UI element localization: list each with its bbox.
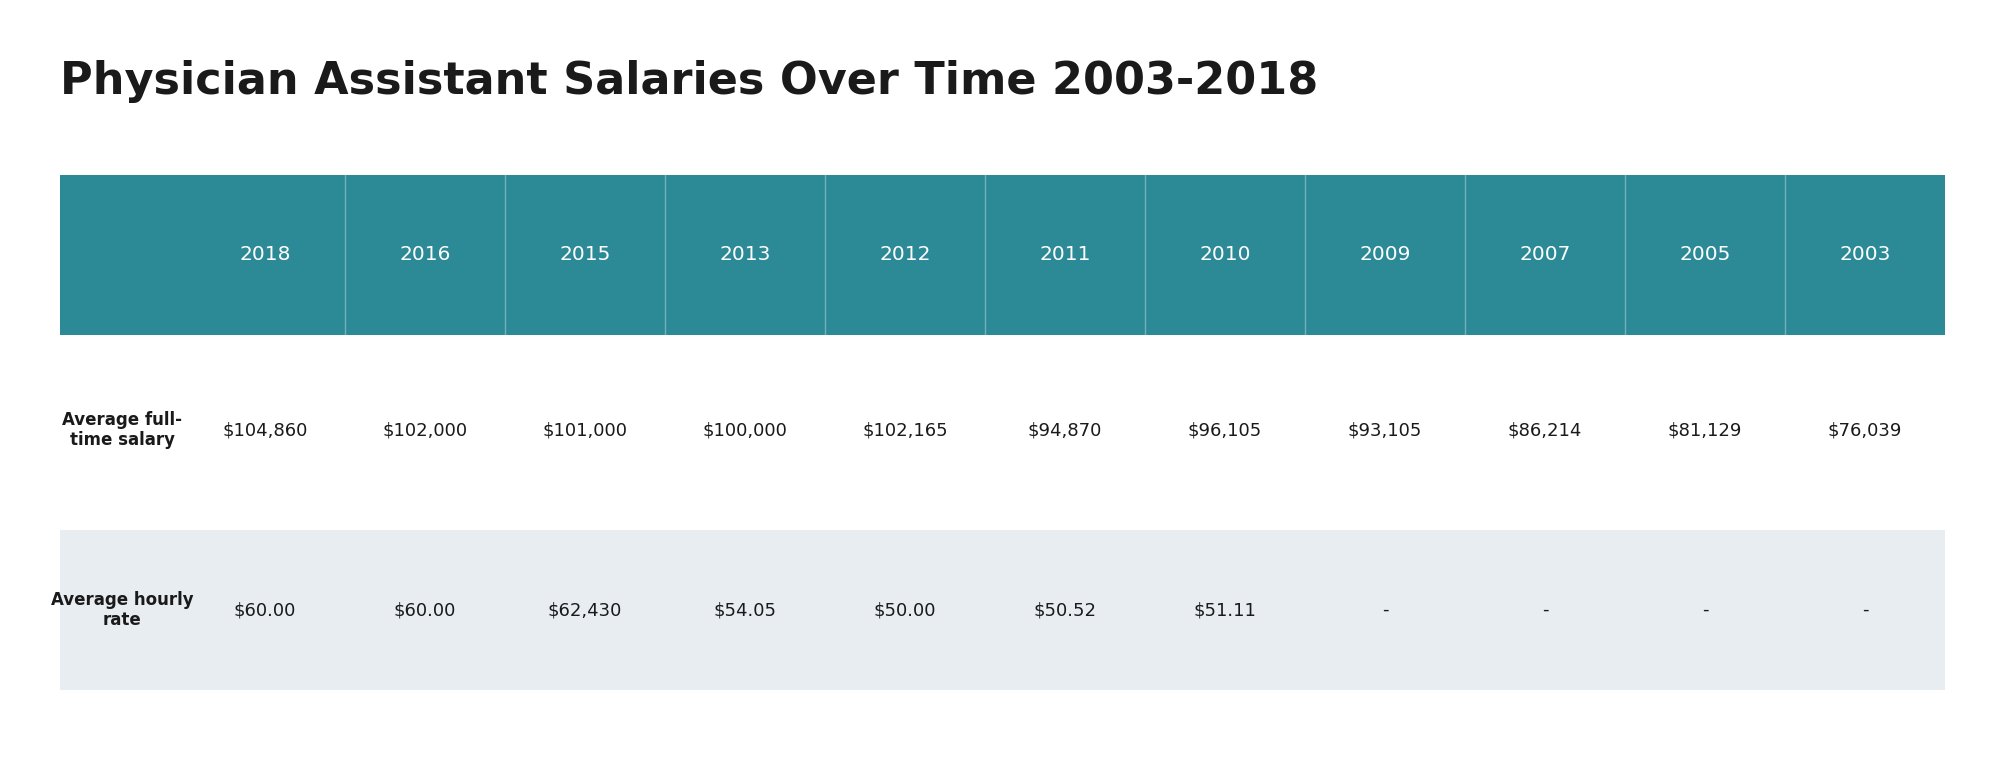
Bar	[60, 530, 1944, 690]
Text: $54.05: $54.05	[714, 601, 776, 619]
Text: $60.00: $60.00	[234, 601, 296, 619]
Text: $81,129: $81,129	[1668, 421, 1742, 439]
Text: 2016: 2016	[400, 246, 450, 264]
Text: $100,000: $100,000	[702, 421, 788, 439]
Text: $101,000: $101,000	[542, 421, 628, 439]
Text: -: -	[1382, 601, 1388, 619]
Text: -: -	[1702, 601, 1708, 619]
Text: $96,105: $96,105	[1188, 421, 1262, 439]
Text: -: -	[1862, 601, 1868, 619]
Text: $50.00: $50.00	[874, 601, 936, 619]
Text: $102,165: $102,165	[862, 421, 948, 439]
Text: 2010: 2010	[1200, 246, 1250, 264]
Text: Average hourly
rate: Average hourly rate	[52, 591, 194, 630]
Text: 2009: 2009	[1360, 246, 1410, 264]
Text: $62,430: $62,430	[548, 601, 622, 619]
Bar	[60, 370, 1944, 490]
Text: Physician Assistant Salaries Over Time 2003-2018: Physician Assistant Salaries Over Time 2…	[60, 60, 1318, 103]
Text: $50.52: $50.52	[1034, 601, 1096, 619]
Text: $93,105: $93,105	[1348, 421, 1422, 439]
Text: 2018: 2018	[240, 246, 290, 264]
Text: 2007: 2007	[1520, 246, 1570, 264]
Text: $94,870: $94,870	[1028, 421, 1102, 439]
Text: $76,039: $76,039	[1828, 421, 1902, 439]
Bar	[60, 175, 1944, 335]
Text: 2015: 2015	[560, 246, 610, 264]
Text: $86,214: $86,214	[1508, 421, 1582, 439]
Text: $51.11: $51.11	[1194, 601, 1256, 619]
Text: 2013: 2013	[720, 246, 770, 264]
Text: $104,860: $104,860	[222, 421, 308, 439]
Text: 2003: 2003	[1840, 246, 1890, 264]
Text: 2005: 2005	[1680, 246, 1730, 264]
Text: $102,000: $102,000	[382, 421, 468, 439]
Text: 2011: 2011	[1040, 246, 1090, 264]
Text: Average full-
time salary: Average full- time salary	[62, 411, 182, 449]
Text: -: -	[1542, 601, 1548, 619]
Text: 2012: 2012	[880, 246, 930, 264]
Text: $60.00: $60.00	[394, 601, 456, 619]
